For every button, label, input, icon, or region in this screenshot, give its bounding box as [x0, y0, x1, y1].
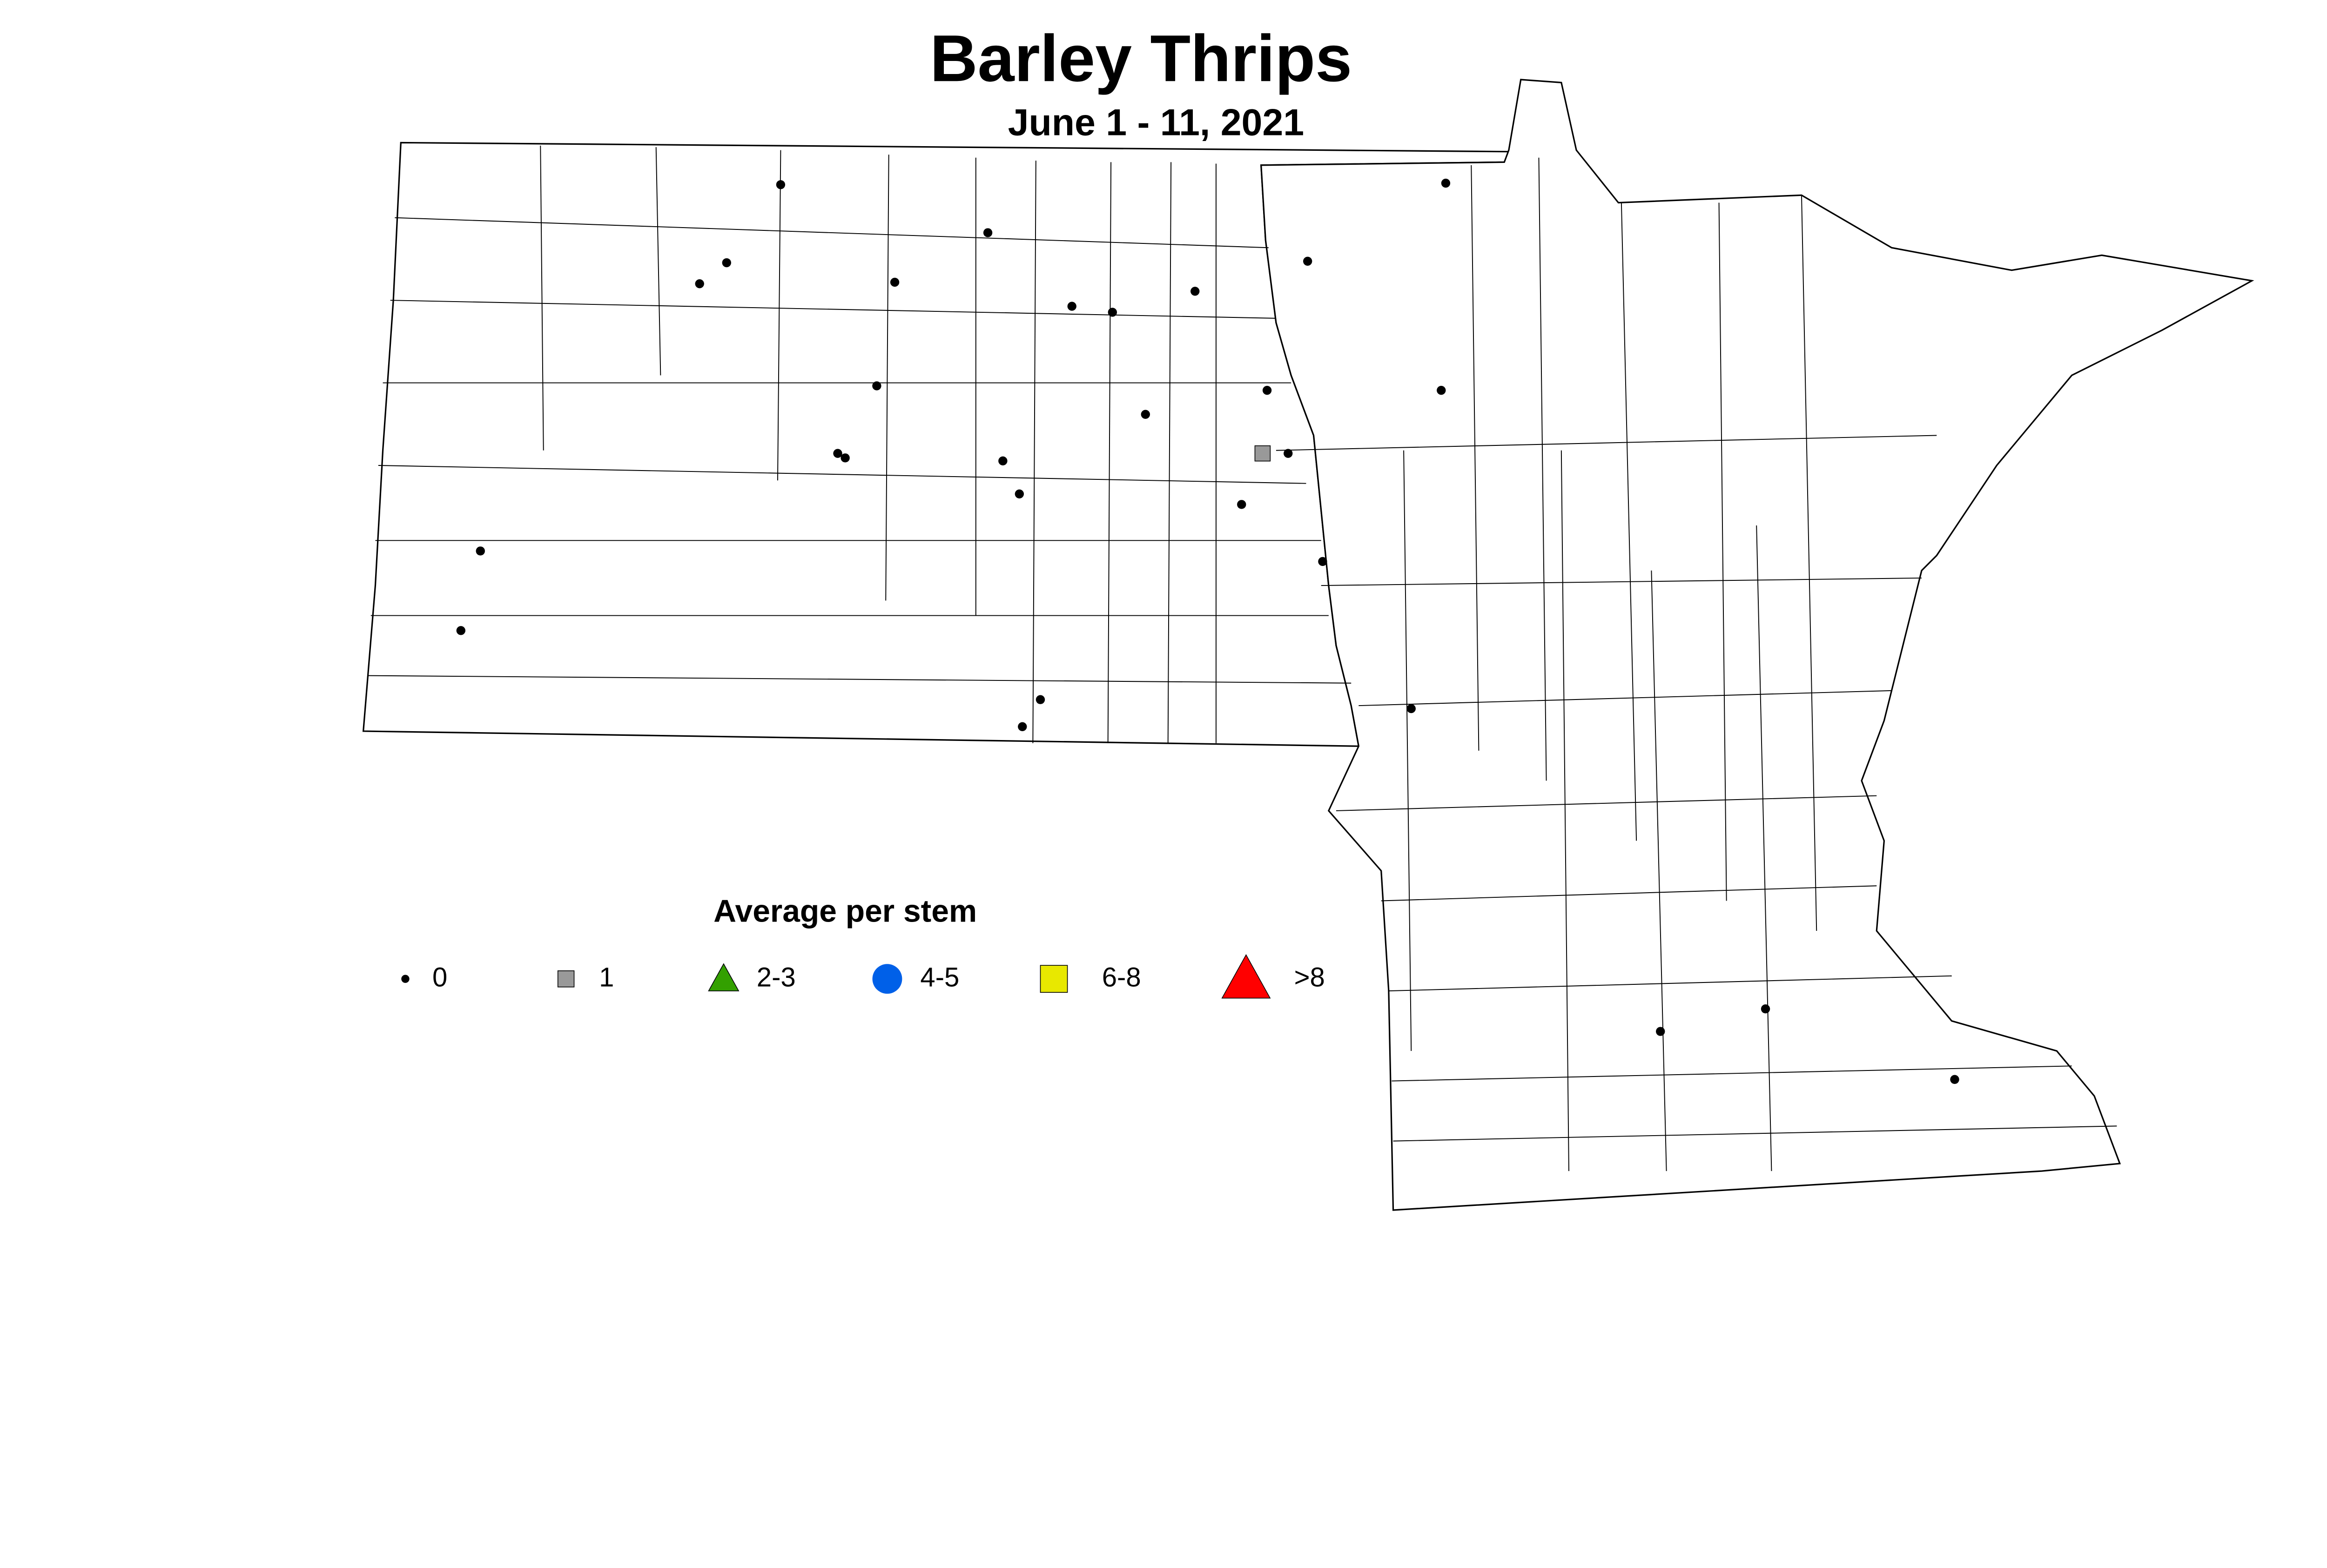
- observation-marker: [983, 228, 993, 237]
- county-line: [395, 217, 1269, 249]
- county-line: [1032, 161, 1036, 743]
- observation-marker: [890, 277, 900, 287]
- observation-marker: [1015, 489, 1024, 498]
- county-line: [1560, 450, 1569, 1171]
- county-line: [1651, 570, 1667, 1171]
- legend-label: 2-3: [757, 962, 796, 992]
- observation-marker: [695, 279, 704, 289]
- legend-symbol-circle: [872, 964, 902, 994]
- observation-marker: [1067, 302, 1076, 311]
- legend-symbol-dot: [401, 975, 410, 983]
- county-lines: [368, 145, 2117, 1171]
- observation-marker: [1318, 557, 1327, 566]
- map-subtitle: June 1 - 11, 2021: [1008, 101, 1304, 143]
- legend-symbol-square: [1040, 965, 1068, 993]
- legend-item: >8: [1221, 954, 1325, 999]
- observation-marker: [833, 449, 842, 458]
- county-line: [1336, 795, 1877, 811]
- county-line: [1403, 450, 1412, 1051]
- observation-marker: [1237, 500, 1246, 509]
- legend-items: 0 1 2-3 4-5 6-8 >8: [401, 954, 1325, 999]
- observation-marker: [998, 456, 1008, 465]
- county-line: [1359, 690, 1892, 707]
- legend-label: 1: [599, 962, 614, 992]
- county-line: [1621, 202, 1637, 841]
- county-line: [885, 155, 889, 601]
- legend-label: 4-5: [920, 962, 959, 992]
- legend-label: 6-8: [1102, 962, 1141, 992]
- county-line: [655, 147, 661, 376]
- observation-marker: [1284, 449, 1293, 458]
- legend-label: >8: [1294, 962, 1325, 992]
- county-line: [1538, 157, 1547, 781]
- county-line: [1321, 577, 1922, 586]
- county-line: [1392, 1065, 2072, 1082]
- map-title: Barley Thrips: [930, 22, 1352, 95]
- county-line: [1471, 165, 1480, 751]
- legend-symbol-triangle: [1221, 954, 1271, 999]
- county-line: [777, 150, 781, 481]
- observation-marker: [1950, 1075, 1959, 1084]
- observation-marker: [1441, 178, 1451, 188]
- county-line: [540, 145, 544, 451]
- observation-marker: [776, 180, 786, 189]
- county-line: [1388, 975, 1952, 991]
- legend-title: Average per stem: [713, 894, 977, 929]
- observation-marker: [1190, 287, 1200, 296]
- legend-item: 4-5: [872, 962, 959, 994]
- county-line: [1381, 885, 1877, 902]
- observation-marker: [841, 453, 850, 463]
- observation-marker: [1018, 722, 1027, 731]
- county-line: [368, 675, 1352, 684]
- legend-symbol-triangle: [708, 963, 740, 991]
- observation-marker: [1141, 410, 1150, 419]
- observation-marker: [1262, 386, 1272, 395]
- county-line: [390, 300, 1276, 319]
- county-line: [378, 465, 1306, 484]
- county-line: [1393, 1125, 2117, 1142]
- state-minnesota: [1260, 79, 2254, 1211]
- observation-marker: [1656, 1027, 1665, 1036]
- county-line: [1276, 435, 1937, 451]
- observation-marker: [1437, 386, 1446, 395]
- legend-item: 2-3: [708, 962, 796, 992]
- observation-marker: [456, 626, 465, 635]
- observation-markers: [456, 178, 1959, 1084]
- map: Barley Thrips June 1 - 11, 2021 Average …: [362, 22, 2254, 1211]
- county-line: [1756, 525, 1772, 1171]
- county-line: [1167, 162, 1172, 743]
- observation-marker: [1406, 704, 1416, 713]
- observation-marker: [722, 258, 731, 268]
- observation-marker: [1108, 308, 1117, 317]
- county-line: [1801, 195, 1817, 931]
- legend-item: 6-8: [1040, 962, 1141, 993]
- county-line: [1107, 162, 1112, 743]
- observation-marker: [1761, 1004, 1770, 1014]
- legend-item: 1: [557, 962, 614, 992]
- legend-symbol-square: [557, 970, 575, 988]
- observation-marker: [476, 546, 485, 556]
- observation-marker: [872, 381, 881, 390]
- observation-marker: [1254, 445, 1271, 462]
- legend-label: 0: [432, 962, 447, 992]
- legend-item: 0: [401, 962, 447, 992]
- observation-marker: [1303, 256, 1312, 266]
- legend: Average per stem 0 1 2-3 4-5 6-8 >8: [401, 894, 1325, 999]
- observation-marker: [1036, 695, 1045, 704]
- county-line: [1718, 202, 1727, 901]
